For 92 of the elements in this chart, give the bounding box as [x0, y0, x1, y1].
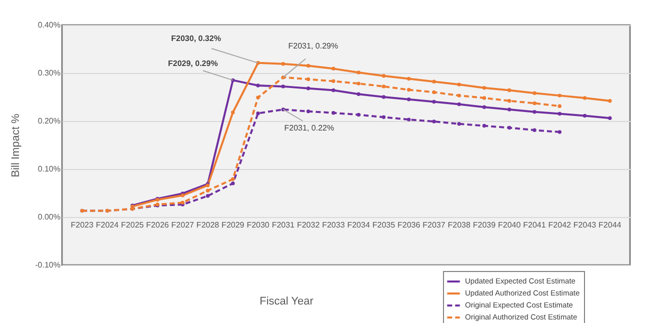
point	[507, 126, 512, 130]
x-tick-label: F2033	[322, 220, 346, 230]
point	[256, 84, 260, 88]
point	[457, 122, 461, 126]
x-tick-label: F2037	[422, 220, 446, 230]
point	[482, 96, 486, 100]
x-tick-label: F2031	[272, 220, 296, 230]
y-tick-label: 0.20%	[38, 116, 60, 126]
point	[356, 92, 360, 96]
x-tick-label: F2027	[171, 220, 195, 230]
x-tick-label: F2034	[347, 220, 370, 230]
y-axis-title: Bill Impact %	[10, 114, 22, 178]
x-tick-label: F2023	[70, 220, 94, 230]
x-tick-label: F2026	[146, 220, 170, 230]
x-tick-label: F2036	[397, 220, 421, 230]
point	[582, 96, 587, 100]
point	[608, 98, 612, 103]
point	[532, 110, 536, 114]
point	[582, 114, 587, 118]
point	[482, 124, 486, 128]
point	[608, 116, 612, 120]
point	[306, 110, 310, 114]
point	[306, 77, 310, 82]
point	[356, 112, 360, 117]
point	[231, 110, 235, 114]
point	[306, 64, 310, 68]
point	[382, 95, 386, 99]
point	[356, 70, 360, 74]
x-tick-label: F2035	[372, 220, 396, 230]
annotation: F2030, 0.32%	[171, 34, 221, 43]
point	[532, 101, 536, 106]
x-tick-label: F2029	[222, 220, 245, 230]
x-tick-label: F2039	[472, 220, 496, 230]
x-tick-label: F2038	[448, 220, 471, 230]
x-tick-label: F2042	[548, 220, 572, 230]
x-tick-label: F2030	[246, 220, 270, 230]
point	[482, 105, 486, 109]
y-tick-label: 0.30%	[38, 68, 60, 78]
point	[507, 88, 512, 92]
point	[281, 62, 286, 66]
annotation: F2031, 0.29%	[288, 41, 338, 50]
point	[256, 96, 260, 100]
point	[281, 84, 286, 88]
y-tick-label: 0.00%	[38, 212, 60, 222]
point	[507, 98, 512, 103]
point	[532, 91, 536, 96]
point	[206, 188, 210, 192]
y-tick-label: 0.40%	[38, 20, 60, 30]
x-axis-title: Fiscal Year	[260, 296, 314, 308]
x-tick-label: F2044	[598, 220, 622, 230]
point	[356, 82, 360, 86]
point	[332, 79, 336, 84]
y-tick-label: 0.10%	[38, 164, 60, 174]
point	[457, 94, 461, 98]
point	[231, 182, 235, 186]
point	[432, 80, 436, 84]
point	[306, 86, 310, 90]
point	[482, 86, 486, 90]
point	[457, 82, 461, 86]
x-tick-label: F2032	[296, 220, 320, 230]
point	[558, 130, 562, 134]
point	[406, 76, 411, 81]
point	[432, 90, 436, 94]
x-tick-label: F2028	[196, 220, 220, 230]
annotation: F2031, 0.22%	[284, 123, 334, 132]
point	[382, 115, 386, 120]
point	[432, 120, 436, 124]
point	[256, 111, 260, 116]
x-tick-label: F2043	[573, 220, 597, 230]
point	[432, 100, 436, 104]
point	[406, 98, 411, 102]
y-tick-label: -0.10%	[35, 260, 60, 270]
point	[382, 74, 386, 78]
point	[382, 84, 386, 88]
point	[332, 110, 336, 115]
x-tick-label: F2025	[121, 220, 144, 230]
point	[457, 102, 461, 106]
x-tick-label: F2040	[498, 220, 522, 230]
point	[532, 128, 536, 132]
point	[231, 177, 235, 181]
point	[406, 88, 411, 92]
point	[558, 94, 562, 98]
point	[558, 104, 562, 108]
point	[507, 108, 512, 112]
x-tick-label: F2041	[523, 220, 546, 230]
point	[332, 66, 336, 71]
point	[558, 112, 562, 116]
point	[332, 88, 336, 92]
x-tick-label: F2024	[96, 220, 120, 230]
point	[406, 118, 411, 122]
annotation: F2029, 0.29%	[168, 59, 218, 68]
point	[206, 194, 210, 198]
